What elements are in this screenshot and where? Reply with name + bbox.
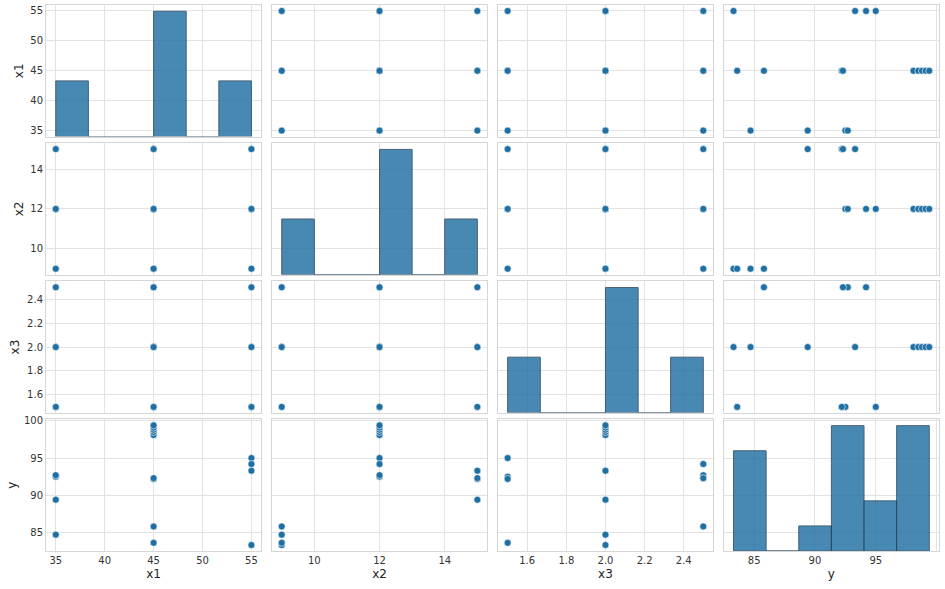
svg-text:90: 90 [809,555,822,566]
svg-text:40: 40 [98,555,111,566]
svg-text:2.2: 2.2 [637,555,653,566]
svg-text:x3: x3 [598,567,613,581]
svg-text:95: 95 [30,453,43,464]
svg-text:x1: x1 [12,63,26,78]
svg-text:55: 55 [30,5,43,16]
svg-text:1.8: 1.8 [27,365,43,376]
svg-text:2.0: 2.0 [598,555,614,566]
svg-text:90: 90 [30,490,43,501]
svg-text:45: 45 [30,65,43,76]
svg-text:x2: x2 [12,202,26,217]
svg-text:95: 95 [869,555,882,566]
svg-text:10: 10 [308,555,321,566]
svg-text:50: 50 [30,35,43,46]
svg-text:2.4: 2.4 [27,294,43,305]
svg-text:14: 14 [30,164,43,175]
svg-text:y: y [5,482,19,489]
svg-text:100: 100 [24,415,43,426]
svg-text:12: 12 [373,555,386,566]
svg-text:55: 55 [245,555,258,566]
svg-text:85: 85 [30,527,43,538]
svg-text:2.2: 2.2 [27,318,43,329]
svg-text:14: 14 [438,555,451,566]
svg-text:12: 12 [30,203,43,214]
svg-text:1.6: 1.6 [27,389,43,400]
svg-text:35: 35 [30,125,43,136]
svg-text:40: 40 [30,95,43,106]
svg-text:45: 45 [147,555,160,566]
svg-text:10: 10 [30,243,43,254]
svg-text:35: 35 [49,555,62,566]
svg-text:2.0: 2.0 [27,342,43,353]
svg-text:1.8: 1.8 [558,555,574,566]
svg-text:50: 50 [196,555,209,566]
svg-text:y: y [828,567,835,581]
svg-text:1.6: 1.6 [519,555,535,566]
svg-text:x1: x1 [146,567,161,581]
svg-text:85: 85 [748,555,761,566]
svg-text:x2: x2 [372,567,387,581]
svg-text:2.4: 2.4 [676,555,692,566]
svg-text:x3: x3 [8,340,22,355]
